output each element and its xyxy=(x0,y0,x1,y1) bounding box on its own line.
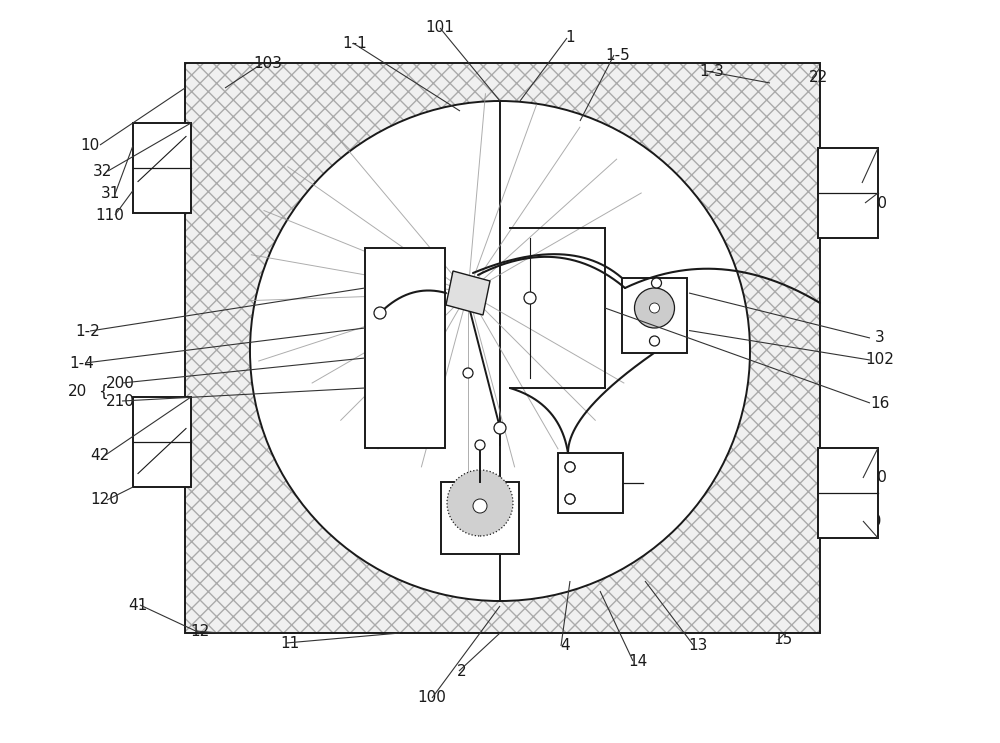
Text: 11: 11 xyxy=(280,635,300,651)
Text: 100: 100 xyxy=(418,690,446,706)
Text: 102: 102 xyxy=(866,352,894,368)
Circle shape xyxy=(473,499,487,513)
Text: 120: 120 xyxy=(91,493,119,507)
Bar xyxy=(133,123,191,213)
Text: 101: 101 xyxy=(426,21,454,36)
Text: 103: 103 xyxy=(254,56,283,71)
Text: 3: 3 xyxy=(875,331,885,345)
Circle shape xyxy=(652,278,662,288)
Bar xyxy=(441,482,519,554)
Text: 1-5: 1-5 xyxy=(606,48,630,62)
Circle shape xyxy=(565,462,575,472)
Text: 210: 210 xyxy=(106,394,134,409)
Text: 2: 2 xyxy=(457,663,467,678)
Text: 1-4: 1-4 xyxy=(70,355,94,371)
Text: 30: 30 xyxy=(863,513,883,528)
Text: 41: 41 xyxy=(128,597,148,612)
Circle shape xyxy=(447,470,513,536)
Circle shape xyxy=(494,422,506,434)
Circle shape xyxy=(650,303,660,313)
Bar xyxy=(622,278,687,353)
Bar xyxy=(365,248,445,448)
Circle shape xyxy=(565,494,575,504)
Circle shape xyxy=(635,288,674,328)
Text: 15: 15 xyxy=(773,632,793,647)
Text: 32: 32 xyxy=(93,163,113,178)
Polygon shape xyxy=(446,271,490,315)
Text: 1: 1 xyxy=(565,30,575,45)
Bar xyxy=(818,448,878,538)
Text: 21: 21 xyxy=(860,175,880,190)
Circle shape xyxy=(565,494,575,504)
Text: 16: 16 xyxy=(870,395,890,410)
Bar xyxy=(558,453,623,513)
Bar xyxy=(818,148,878,238)
Text: 1-2: 1-2 xyxy=(76,323,100,339)
Text: 1-1: 1-1 xyxy=(343,36,367,51)
Bar xyxy=(185,63,820,633)
Text: 14: 14 xyxy=(628,654,648,669)
Text: 110: 110 xyxy=(96,207,124,222)
Circle shape xyxy=(524,292,536,304)
Circle shape xyxy=(475,440,485,450)
Text: 31: 31 xyxy=(100,186,120,201)
Text: 140: 140 xyxy=(859,470,887,485)
Text: 10: 10 xyxy=(80,137,100,152)
Circle shape xyxy=(374,307,386,319)
Text: 4: 4 xyxy=(560,638,570,654)
Text: 13: 13 xyxy=(688,638,708,654)
Text: {: { xyxy=(98,383,108,398)
Bar xyxy=(133,397,191,487)
Text: 200: 200 xyxy=(106,375,134,391)
Text: 12: 12 xyxy=(190,623,210,638)
Circle shape xyxy=(463,368,473,378)
Text: 130: 130 xyxy=(858,195,888,210)
Circle shape xyxy=(650,336,660,346)
Text: 1-3: 1-3 xyxy=(700,63,724,79)
Text: 20: 20 xyxy=(68,383,87,398)
Circle shape xyxy=(565,462,575,472)
Text: 22: 22 xyxy=(808,71,828,85)
Text: 42: 42 xyxy=(90,449,110,464)
Circle shape xyxy=(250,101,750,601)
Bar xyxy=(185,63,820,633)
